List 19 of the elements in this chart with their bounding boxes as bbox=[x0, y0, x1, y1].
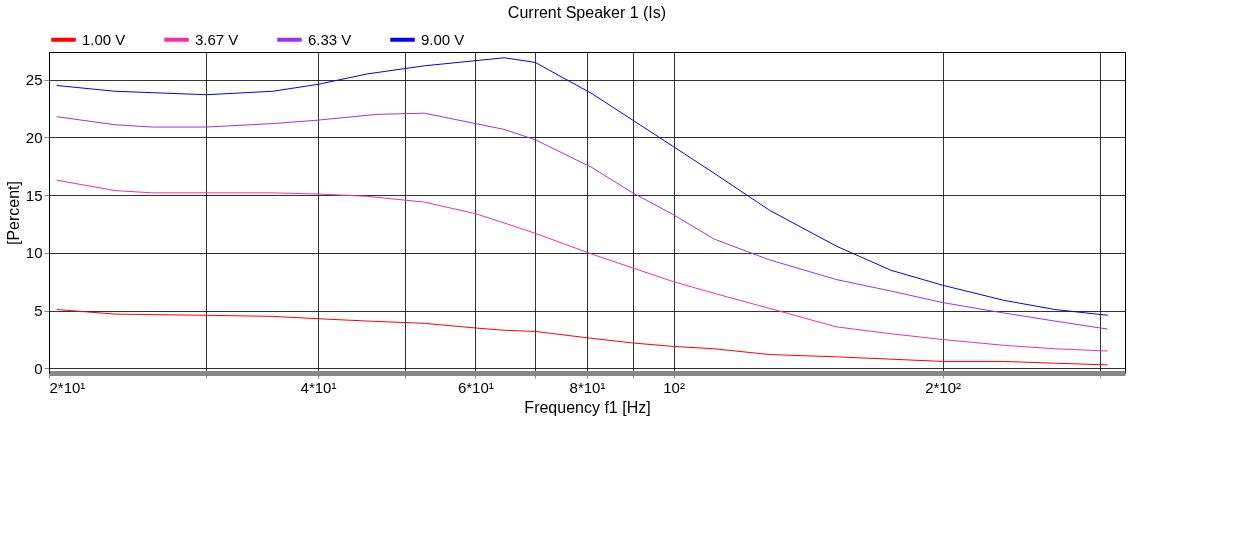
x-tick-label: 2*10² bbox=[925, 378, 962, 396]
y-tick-label: 10 bbox=[25, 244, 43, 262]
legend-label: 1.00 V bbox=[82, 30, 126, 48]
y-tick-label: 20 bbox=[25, 128, 43, 146]
x-tick-label: 2*10¹ bbox=[49, 378, 86, 396]
y-tick-label: 0 bbox=[34, 359, 43, 377]
y-tick-label: 5 bbox=[34, 302, 43, 320]
y-tick-label: 25 bbox=[25, 71, 43, 89]
y-tick-label: 15 bbox=[25, 186, 43, 204]
chart-title: Current Speaker 1 (Is) bbox=[507, 4, 667, 21]
x-tick-label: 10² bbox=[663, 378, 685, 396]
x-tick-label: 8*10¹ bbox=[569, 378, 606, 396]
x-tick-label: 6*10¹ bbox=[457, 378, 494, 396]
legend-label: 6.33 V bbox=[308, 30, 352, 48]
y-axis-title: [Percent] bbox=[4, 180, 22, 246]
legend-label: 9.00 V bbox=[421, 30, 465, 48]
x-tick-label: 4*10¹ bbox=[300, 378, 337, 396]
legend-label: 3.67 V bbox=[195, 30, 239, 48]
x-axis-title: Frequency f1 [Hz] bbox=[524, 398, 651, 416]
